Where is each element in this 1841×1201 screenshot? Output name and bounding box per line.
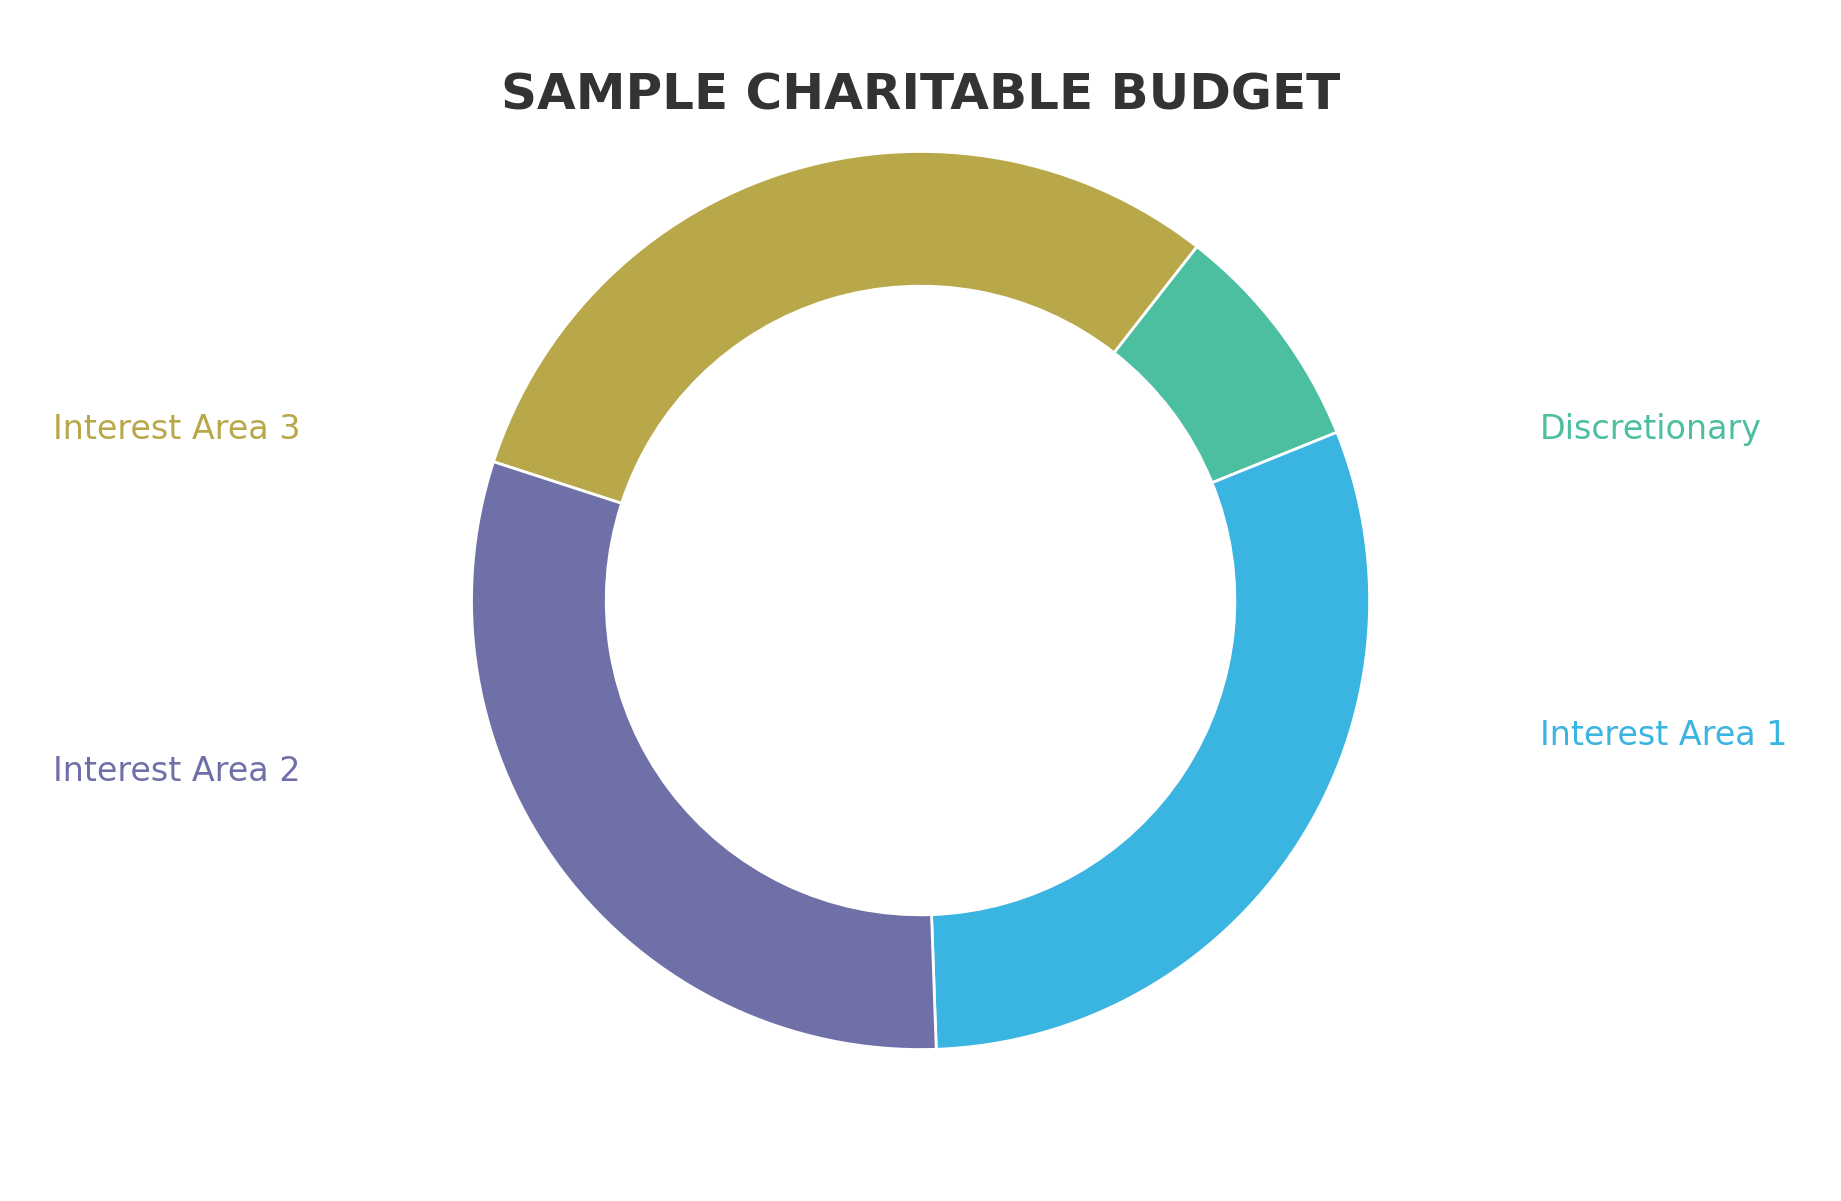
Text: Interest Area 1: Interest Area 1: [1541, 718, 1788, 752]
Text: Discretionary: Discretionary: [1541, 413, 1762, 447]
Wedge shape: [932, 432, 1370, 1050]
Wedge shape: [471, 461, 937, 1050]
Text: 30%: 30%: [771, 219, 847, 252]
Wedge shape: [1114, 246, 1337, 483]
Wedge shape: [493, 151, 1197, 503]
Text: Interest Area 2: Interest Area 2: [53, 754, 300, 788]
Text: 10%: 10%: [1187, 354, 1263, 387]
Text: 30%: 30%: [1204, 791, 1278, 825]
Text: 30%: 30%: [578, 814, 654, 847]
Title: SAMPLE CHARITABLE BUDGET: SAMPLE CHARITABLE BUDGET: [501, 72, 1340, 120]
Text: Interest Area 3: Interest Area 3: [53, 413, 300, 447]
